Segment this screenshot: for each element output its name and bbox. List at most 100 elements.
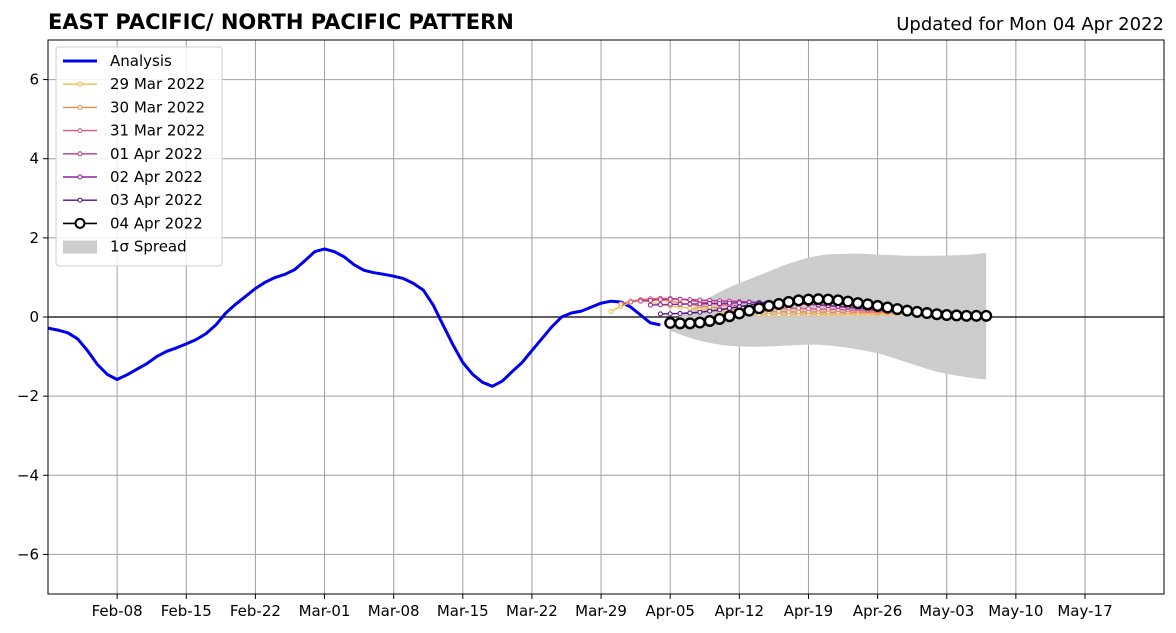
chart-title: EAST PACIFIC/ NORTH PACIFIC PATTERN xyxy=(48,10,514,34)
forecast-point xyxy=(608,308,614,314)
current-forecast-point xyxy=(683,317,696,330)
y-tick-label: −4 xyxy=(17,466,39,484)
x-tick-label: Feb-15 xyxy=(161,602,212,620)
current-forecast-point xyxy=(881,301,894,314)
series-7 xyxy=(664,293,993,330)
x-tick-label: Mar-29 xyxy=(575,602,627,620)
current-forecast-point xyxy=(891,303,904,316)
forecast-point xyxy=(717,301,723,307)
y-tick-label: 6 xyxy=(29,71,39,89)
current-forecast-point xyxy=(753,302,766,315)
forecast-point xyxy=(677,296,683,302)
current-forecast-point xyxy=(940,309,953,322)
forecast-point xyxy=(618,301,624,307)
current-forecast-point xyxy=(871,299,884,312)
forecast-point xyxy=(657,302,663,308)
current-forecast-point xyxy=(733,307,746,320)
current-forecast-point xyxy=(911,305,924,318)
x-tick-label: May-17 xyxy=(1057,602,1112,620)
analysis-line xyxy=(47,247,661,388)
legend-label: 30 Mar 2022 xyxy=(110,98,205,116)
forecast-point xyxy=(667,311,673,317)
current-forecast-point xyxy=(802,293,815,306)
x-tick-label: Feb-22 xyxy=(230,602,281,620)
current-forecast-point xyxy=(664,316,677,329)
current-forecast-point xyxy=(960,309,973,322)
current-forecast-point xyxy=(772,297,785,310)
series-0 xyxy=(47,247,661,388)
x-tick-label: Mar-08 xyxy=(368,602,420,620)
forecast-point xyxy=(638,298,644,304)
legend-swatch xyxy=(63,240,97,254)
current-forecast-point xyxy=(832,294,845,307)
x-tick-label: Apr-05 xyxy=(645,602,695,620)
forecast-point xyxy=(657,297,663,303)
forecast-point xyxy=(657,311,663,317)
current-forecast-point xyxy=(950,309,963,322)
forecast-point xyxy=(736,300,742,306)
current-forecast-point xyxy=(762,299,775,312)
x-tick-label: Mar-15 xyxy=(437,602,489,620)
x-tick-label: May-03 xyxy=(919,602,974,620)
forecast-point xyxy=(687,301,693,307)
current-forecast-point xyxy=(822,293,835,306)
legend-marker xyxy=(74,217,86,229)
updated-label: Updated for Mon 04 Apr 2022 xyxy=(896,14,1164,35)
forecast-point xyxy=(677,310,683,316)
current-forecast-point xyxy=(861,298,874,311)
forecast-point xyxy=(796,305,802,311)
current-forecast-point xyxy=(703,314,716,327)
forecast-point xyxy=(647,297,653,303)
current-forecast-point xyxy=(980,309,993,322)
y-axis: 6 4 2 0 −2 −4 −6 xyxy=(17,71,48,563)
forecast-point xyxy=(647,302,653,308)
forecast-point xyxy=(707,301,713,307)
legend: Analysis 29 Mar 2022 30 Mar 2022 31 Mar 202… xyxy=(55,46,223,267)
x-tick-label: Apr-26 xyxy=(853,602,903,620)
forecast-point xyxy=(677,301,683,307)
forecast-point xyxy=(726,300,732,306)
current-forecast-point xyxy=(792,294,805,307)
legend-label: 31 Mar 2022 xyxy=(110,122,205,140)
legend-marker xyxy=(77,104,83,110)
legend-label: 03 Apr 2022 xyxy=(110,191,203,209)
current-forecast-point xyxy=(970,309,983,322)
current-forecast-point xyxy=(930,308,943,321)
forecast-point xyxy=(697,297,703,303)
legend-label: Analysis xyxy=(110,52,172,70)
legend-label: 02 Apr 2022 xyxy=(110,168,203,186)
current-forecast-point xyxy=(723,310,736,323)
forecast-point xyxy=(687,310,693,316)
current-forecast-point xyxy=(743,304,756,317)
current-forecast-point xyxy=(901,304,914,317)
forecast-point xyxy=(697,309,703,315)
x-axis: Feb-08 Feb-15 Feb-22 Mar-01 Mar-08 Mar-15 Mar-… xyxy=(92,594,1113,620)
y-tick-label: 0 xyxy=(29,308,39,326)
x-tick-label: Mar-01 xyxy=(299,602,351,620)
legend-label: 04 Apr 2022 xyxy=(110,214,203,232)
x-tick-label: Mar-22 xyxy=(506,602,558,620)
y-tick-label: −2 xyxy=(17,387,39,405)
current-forecast-point xyxy=(920,307,933,320)
x-tick-label: Feb-08 xyxy=(92,602,143,620)
current-forecast-point xyxy=(713,312,726,325)
current-forecast-point xyxy=(841,295,854,308)
legend-label: 29 Mar 2022 xyxy=(110,75,205,93)
forecast-point xyxy=(628,299,634,305)
legend-marker xyxy=(77,128,83,134)
forecast-point xyxy=(726,305,732,311)
forecast-point xyxy=(805,306,811,312)
legend-marker xyxy=(77,151,83,157)
x-tick-label: Apr-12 xyxy=(715,602,765,620)
x-tick-label: May-10 xyxy=(988,602,1043,620)
legend-label: 1σ Spread xyxy=(110,238,187,256)
current-forecast-point xyxy=(812,293,825,306)
series-layer xyxy=(47,247,993,388)
forecast-point xyxy=(707,308,713,314)
forecast-point xyxy=(667,301,673,307)
legend-box xyxy=(55,46,223,267)
y-tick-label: 4 xyxy=(29,150,39,168)
x-tick-label: Apr-19 xyxy=(784,602,834,620)
current-forecast-point xyxy=(851,297,864,310)
